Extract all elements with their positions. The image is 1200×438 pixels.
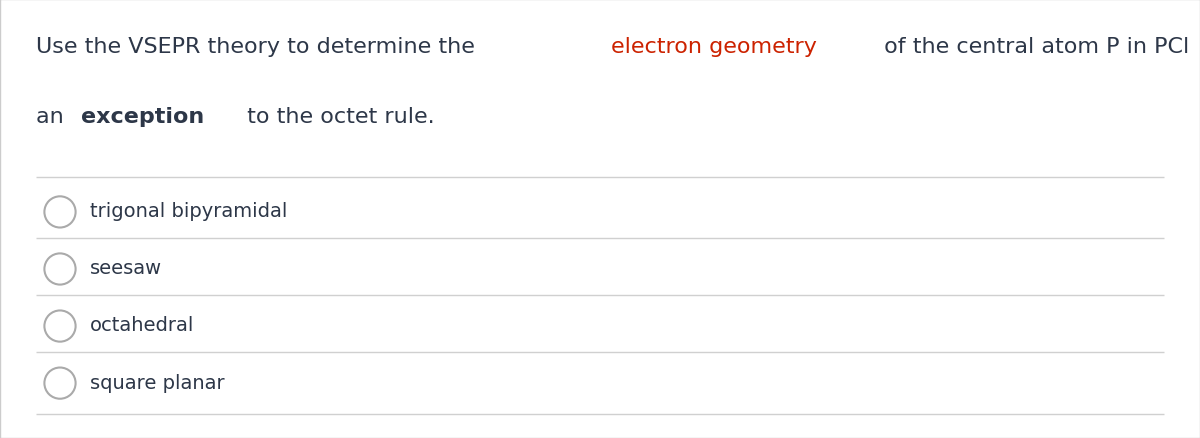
Text: an: an: [36, 107, 71, 127]
Text: seesaw: seesaw: [90, 259, 162, 278]
Text: electron geometry: electron geometry: [612, 37, 817, 57]
Ellipse shape: [44, 311, 76, 342]
Ellipse shape: [44, 197, 76, 228]
Text: exception: exception: [82, 107, 204, 127]
Text: of the central atom P in PCl: of the central atom P in PCl: [877, 37, 1189, 57]
Text: octahedral: octahedral: [90, 316, 194, 335]
Text: Use the VSEPR theory to determine the: Use the VSEPR theory to determine the: [36, 37, 482, 57]
Text: square planar: square planar: [90, 373, 224, 392]
Text: to the octet rule.: to the octet rule.: [240, 107, 434, 127]
Text: trigonal bipyramidal: trigonal bipyramidal: [90, 202, 287, 221]
Ellipse shape: [44, 367, 76, 399]
Ellipse shape: [44, 254, 76, 285]
